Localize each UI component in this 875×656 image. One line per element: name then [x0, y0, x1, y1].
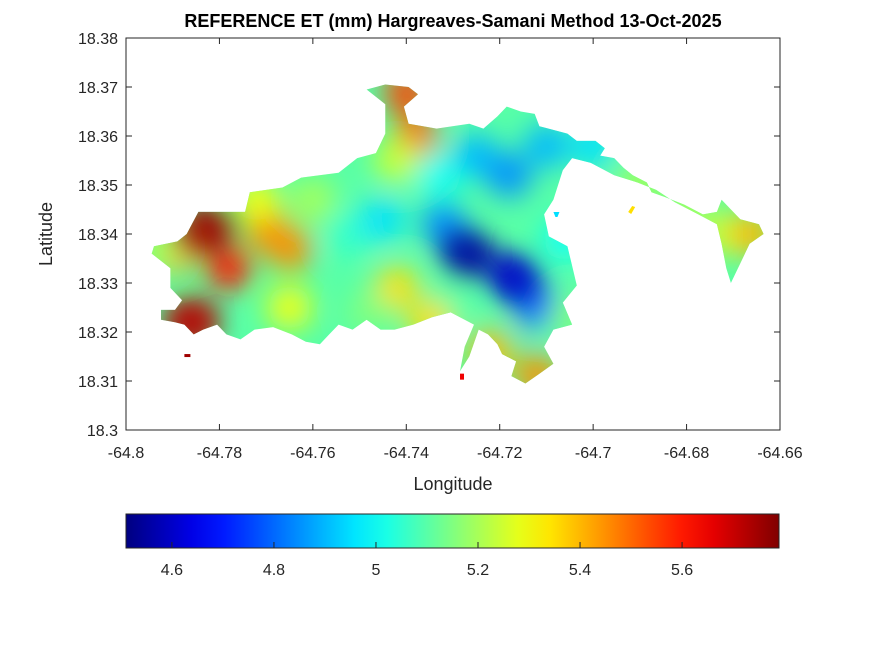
y-tick-label: 18.31 [78, 374, 118, 391]
y-axis-label: Latitude [36, 202, 56, 266]
field-sample [617, 163, 662, 207]
islet [460, 373, 465, 380]
field-sample [151, 226, 181, 271]
x-tick-label: -64.76 [290, 445, 335, 462]
x-tick-label: -64.8 [108, 445, 145, 462]
colorbar-tick-label: 5 [372, 562, 381, 579]
y-tick-label: 18.3 [87, 423, 118, 440]
x-tick-label: -64.72 [477, 445, 522, 462]
y-axis: 18.3 18.31 18.32 18.33 18.34 18.35 18.36 18.37 1… [78, 31, 780, 440]
colorbar-tick-label: 4.8 [263, 562, 285, 579]
field-sample [421, 202, 466, 247]
y-tick-label: 18.37 [78, 80, 118, 97]
field-sample [267, 285, 312, 330]
colorbar-tick-label: 5.2 [467, 562, 489, 579]
y-tick-label: 18.38 [78, 31, 118, 48]
field-sample [524, 123, 569, 168]
field-sample [468, 329, 513, 374]
field-sample [664, 187, 709, 232]
islet [628, 205, 636, 214]
field-sample [547, 295, 592, 340]
field-extreme [165, 308, 218, 337]
field-sample [360, 197, 405, 242]
field-extreme [490, 260, 538, 296]
y-tick-label: 18.34 [78, 227, 118, 244]
field-sample [234, 177, 279, 222]
colorbar-gradient [125, 513, 780, 549]
x-axis: -64.8 -64.78 -64.76 -64.74 -64.72 -64.7 -64.68… [108, 38, 803, 462]
field-sample [416, 153, 461, 198]
colorbar-tick-label: 4.6 [161, 562, 183, 579]
y-tick-label: 18.35 [78, 178, 118, 195]
field-sample [384, 84, 429, 114]
x-tick-label: -64.78 [197, 445, 242, 462]
x-tick-label: -64.74 [384, 445, 429, 462]
y-tick-label: 18.33 [78, 276, 118, 293]
field-extreme [179, 215, 232, 244]
y-tick-label: 18.36 [78, 129, 118, 146]
island-field [151, 84, 764, 384]
et-contour-map [151, 84, 764, 384]
field-sample [515, 354, 560, 384]
colorbar-tick-label: 5.4 [569, 562, 591, 579]
field-sample [206, 246, 251, 291]
colorbar-tick-label: 5.6 [671, 562, 693, 579]
field-sample [374, 138, 419, 183]
field-sample [346, 290, 391, 335]
field-sample [571, 123, 616, 168]
field-sample [267, 226, 312, 271]
x-tick-label: -64.66 [757, 445, 802, 462]
x-tick-label: -64.7 [575, 445, 612, 462]
chart-title: REFERENCE ET (mm) Hargreaves-Samani Meth… [184, 11, 721, 31]
colorbar-ticks: 4.6 4.8 5 5.2 5.4 5.6 [161, 542, 693, 579]
field-sample [454, 133, 499, 178]
field-sample [328, 212, 373, 256]
field-sample [407, 300, 452, 345]
x-axis-label: Longitude [413, 474, 492, 494]
field-sample [487, 153, 532, 198]
field-sample [290, 177, 335, 222]
y-tick-label: 18.32 [78, 325, 118, 342]
islet [184, 354, 191, 358]
x-tick-label: -64.68 [664, 445, 709, 462]
field-sample [729, 212, 764, 256]
islet [553, 211, 560, 217]
field-extreme [443, 235, 491, 272]
colorbar: 4.6 4.8 5 5.2 5.4 5.6 [125, 513, 780, 579]
field-sample [543, 216, 588, 261]
